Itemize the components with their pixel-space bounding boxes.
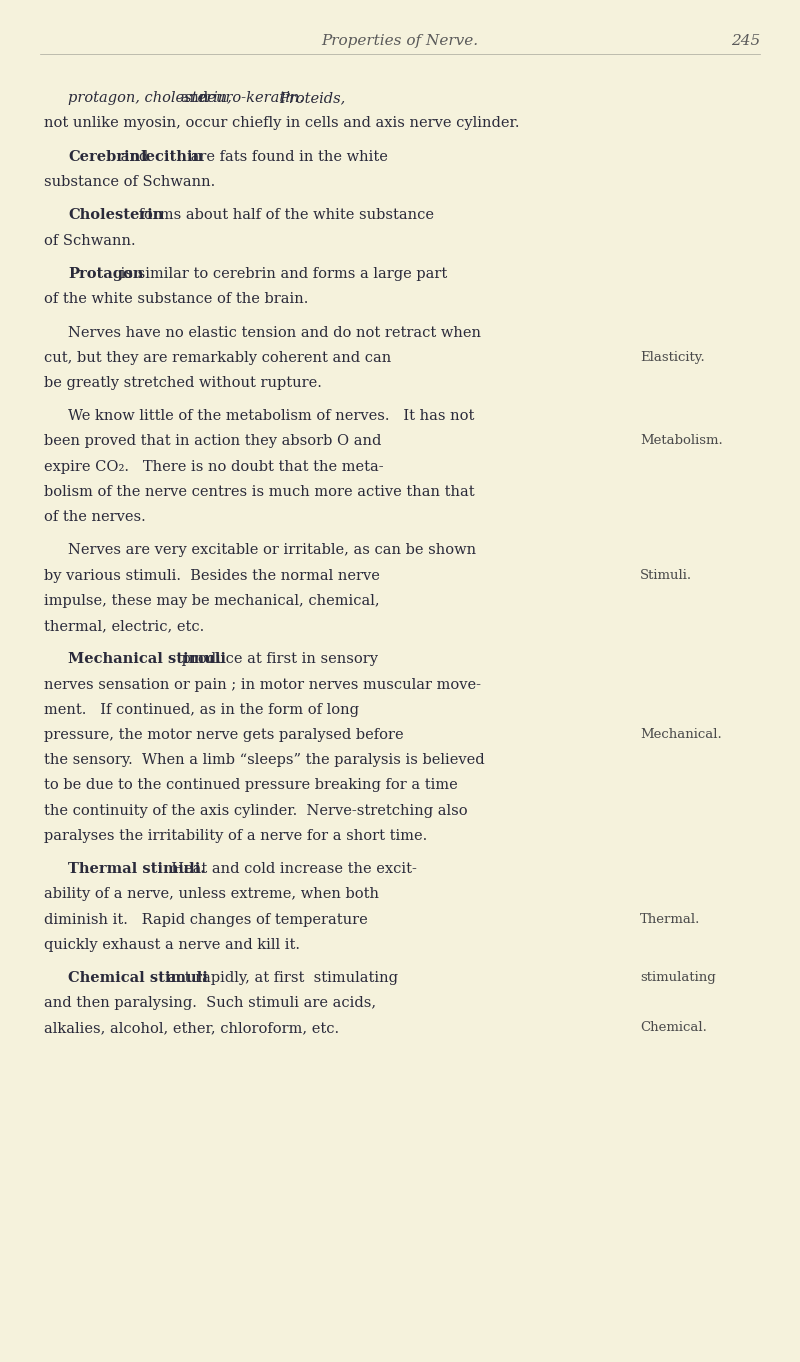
Text: neuro-keratin.: neuro-keratin. [199, 91, 305, 105]
Text: diminish it.   Rapid changes of temperature: diminish it. Rapid changes of temperatur… [44, 913, 368, 926]
Text: of the nerves.: of the nerves. [44, 509, 146, 524]
Text: Nerves have no elastic tension and do not retract when: Nerves have no elastic tension and do no… [68, 326, 481, 339]
Text: paralyses the irritability of a nerve for a short time.: paralyses the irritability of a nerve fo… [44, 828, 427, 843]
Text: Chemical stimuli: Chemical stimuli [68, 971, 208, 985]
Text: protagon, cholesterin,: protagon, cholesterin, [68, 91, 232, 105]
Text: Proteids,: Proteids, [279, 91, 346, 105]
Text: Thermal stimuli.: Thermal stimuli. [68, 862, 206, 876]
Text: lecithin: lecithin [140, 150, 203, 163]
Text: ability of a nerve, unless extreme, when both: ability of a nerve, unless extreme, when… [44, 887, 379, 902]
Text: Mechanical.: Mechanical. [640, 727, 722, 741]
Text: quickly exhaust a nerve and kill it.: quickly exhaust a nerve and kill it. [44, 937, 300, 952]
Text: Thermal.: Thermal. [640, 913, 700, 926]
Text: Mechanical stimuli: Mechanical stimuli [68, 652, 226, 666]
Text: ment.   If continued, as in the form of long: ment. If continued, as in the form of lo… [44, 703, 359, 716]
Text: of Schwann.: of Schwann. [44, 233, 136, 248]
Text: stimulating: stimulating [640, 971, 716, 985]
Text: thermal, electric, etc.: thermal, electric, etc. [44, 618, 204, 633]
Text: the sensory.  When a limb “sleeps” the paralysis is believed: the sensory. When a limb “sleeps” the pa… [44, 753, 485, 767]
Text: act rapidly, at first  stimulating: act rapidly, at first stimulating [163, 971, 398, 985]
Text: Elasticity.: Elasticity. [640, 350, 705, 364]
Text: be greatly stretched without rupture.: be greatly stretched without rupture. [44, 376, 322, 390]
Text: are fats found in the white: are fats found in the white [186, 150, 388, 163]
Text: nerves sensation or pain ; in motor nerves muscular move-: nerves sensation or pain ; in motor nerv… [44, 677, 481, 692]
Text: pressure, the motor nerve gets paralysed before: pressure, the motor nerve gets paralysed… [44, 727, 404, 742]
Text: substance of Schwann.: substance of Schwann. [44, 174, 215, 189]
Text: Cerebrin: Cerebrin [68, 150, 140, 163]
Text: Protagon: Protagon [68, 267, 143, 281]
Text: and: and [176, 91, 213, 105]
Text: We know little of the metabolism of nerves.   It has not: We know little of the metabolism of nerv… [68, 409, 474, 424]
Text: Properties of Nerve.: Properties of Nerve. [322, 34, 478, 48]
Text: not unlike myosin, occur chiefly in cells and axis nerve cylinder.: not unlike myosin, occur chiefly in cell… [44, 116, 519, 131]
Text: is similar to cerebrin and forms a large part: is similar to cerebrin and forms a large… [116, 267, 447, 281]
Text: impulse, these may be mechanical, chemical,: impulse, these may be mechanical, chemic… [44, 594, 380, 607]
Text: and then paralysing.  Such stimuli are acids,: and then paralysing. Such stimuli are ac… [44, 996, 376, 1011]
Text: the continuity of the axis cylinder.  Nerve-stretching also: the continuity of the axis cylinder. Ner… [44, 804, 468, 817]
Text: Cholesterin: Cholesterin [68, 208, 163, 222]
Text: to be due to the continued pressure breaking for a time: to be due to the continued pressure brea… [44, 778, 458, 793]
Text: of the white substance of the brain.: of the white substance of the brain. [44, 291, 308, 306]
Text: cut, but they are remarkably coherent and can: cut, but they are remarkably coherent an… [44, 350, 391, 365]
Text: Metabolism.: Metabolism. [640, 434, 722, 448]
Text: by various stimuli.  Besides the normal nerve: by various stimuli. Besides the normal n… [44, 568, 380, 583]
Text: Heat and cold increase the excit-: Heat and cold increase the excit- [162, 862, 418, 876]
Text: Nerves are very excitable or irritable, as can be shown: Nerves are very excitable or irritable, … [68, 543, 476, 557]
Text: expire CO₂.   There is no doubt that the meta-: expire CO₂. There is no doubt that the m… [44, 459, 384, 474]
Text: alkalies, alcohol, ether, chloroform, etc.: alkalies, alcohol, ether, chloroform, et… [44, 1022, 339, 1035]
Text: bolism of the nerve centres is much more active than that: bolism of the nerve centres is much more… [44, 485, 474, 498]
Text: produce at first in sensory: produce at first in sensory [177, 652, 378, 666]
Text: been proved that in action they absorb O and: been proved that in action they absorb O… [44, 434, 382, 448]
Text: Stimuli.: Stimuli. [640, 568, 692, 582]
Text: forms about half of the white substance: forms about half of the white substance [134, 208, 434, 222]
Text: 245: 245 [730, 34, 760, 48]
Text: Chemical.: Chemical. [640, 1022, 707, 1035]
Text: and: and [116, 150, 153, 163]
